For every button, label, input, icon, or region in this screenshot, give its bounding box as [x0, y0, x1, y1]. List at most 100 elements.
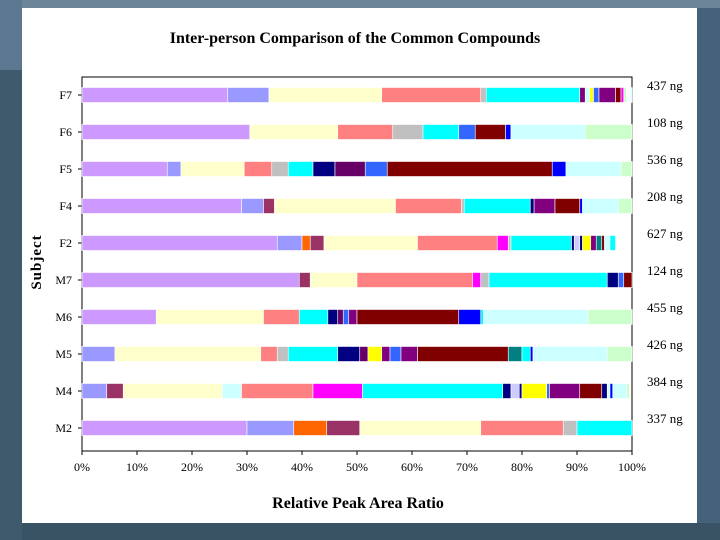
x-tick-label: 30% [236, 460, 258, 474]
bar-segment [337, 346, 361, 362]
bar-segment [348, 309, 358, 325]
bar-segment [293, 420, 328, 436]
bar-segment [271, 161, 289, 177]
bar-segment [623, 272, 633, 288]
bar-segment [604, 235, 611, 251]
bar-segment [417, 346, 509, 362]
bar-segment [362, 383, 504, 399]
amount-label: 627 ng [647, 226, 683, 241]
stacked-bar-chart: Inter-person Comparison of the Common Co… [29, 30, 683, 512]
bar-segment [480, 420, 564, 436]
amount-label: 455 ng [647, 300, 683, 315]
amount-label: 337 ng [647, 411, 683, 426]
bar-segment [518, 383, 523, 399]
bar-segment [551, 161, 567, 177]
bar-row [81, 383, 630, 399]
bar-segment [579, 235, 583, 251]
bar-row [81, 309, 633, 325]
bar-segment [114, 346, 262, 362]
bar-segment [496, 235, 509, 251]
bar-segment [81, 235, 278, 251]
bar-segment [287, 161, 314, 177]
bar-segment [626, 383, 630, 399]
bar-segment [326, 420, 361, 436]
bar-row [81, 124, 633, 140]
bar-segment [510, 383, 520, 399]
bar-segment [562, 420, 578, 436]
amount-label: 108 ng [647, 115, 683, 130]
x-tick-label: 70% [456, 460, 478, 474]
bar-segment [480, 309, 484, 325]
bar-segment [122, 383, 223, 399]
chart-panel: Inter-person Comparison of the Common Co… [22, 8, 697, 523]
bar-segment [287, 346, 339, 362]
bar-segment [472, 272, 482, 288]
bar-segment [263, 309, 300, 325]
bar-segment [598, 87, 616, 103]
chart-title: Inter-person Comparison of the Common Co… [170, 30, 541, 47]
bar-segment [606, 383, 611, 399]
bar-segment [81, 198, 242, 214]
bar-segment [263, 198, 275, 214]
bar-segment [584, 87, 590, 103]
bar-segment [620, 87, 625, 103]
amount-label: 426 ng [647, 337, 683, 352]
slide-left-band [0, 0, 22, 540]
bar-segment [260, 346, 278, 362]
bar-segment [612, 383, 627, 399]
bar-segment [609, 235, 616, 251]
bar-segment [381, 346, 391, 362]
bar-segment [417, 235, 498, 251]
bar-row [81, 420, 633, 436]
bar-segment [463, 198, 531, 214]
x-tick-label: 10% [126, 460, 148, 474]
bar-segment [529, 346, 534, 362]
bar-segment [507, 235, 512, 251]
bar-segment [623, 87, 627, 103]
amount-label: 384 ng [647, 374, 683, 389]
bar-segment [227, 87, 270, 103]
plot-area: 0% 10% 20% 30% 40% 50% 60% 70% 80% 90% 100% F7 437 n… [55, 76, 683, 474]
bar-segment [249, 124, 339, 140]
bar-segment [81, 272, 300, 288]
amount-label: 536 ng [647, 152, 683, 167]
bar-segment [505, 124, 512, 140]
bar-row [81, 87, 633, 103]
bar-segment [532, 346, 608, 362]
bar-segment [617, 198, 633, 214]
bar-segment [395, 198, 462, 214]
bar-segment [458, 124, 476, 140]
bar-segment [595, 235, 603, 251]
bar-segment [309, 272, 358, 288]
category-label: M4 [55, 384, 72, 398]
bar-segment [298, 272, 311, 288]
bar-segment [81, 346, 116, 362]
amount-label: 208 ng [647, 189, 683, 204]
bar-segment [323, 235, 418, 251]
bar-segment [510, 235, 572, 251]
y-axis-title: Subject [29, 234, 45, 289]
bar-segment [573, 235, 581, 251]
category-label: M7 [55, 273, 72, 287]
bar-segment [584, 124, 633, 140]
bar-segment [582, 235, 592, 251]
bar-segment [488, 272, 608, 288]
bar-segment [309, 235, 325, 251]
bar-segment [337, 309, 344, 325]
bar-segment [609, 383, 614, 399]
bar-segment [298, 309, 329, 325]
category-label: M6 [55, 310, 72, 324]
bar-segment [579, 198, 583, 214]
bar-segment [276, 235, 303, 251]
bar-segment [241, 198, 264, 214]
bar-segment [422, 124, 460, 140]
bar-segment [81, 420, 248, 436]
bar-segment [582, 198, 619, 214]
bar-segment [521, 346, 531, 362]
bar-segment [606, 346, 633, 362]
bar-segment [81, 124, 251, 140]
x-tick-label: 40% [291, 460, 313, 474]
category-label: M2 [55, 421, 72, 435]
bar-segment [579, 87, 586, 103]
bar-segment [312, 161, 336, 177]
